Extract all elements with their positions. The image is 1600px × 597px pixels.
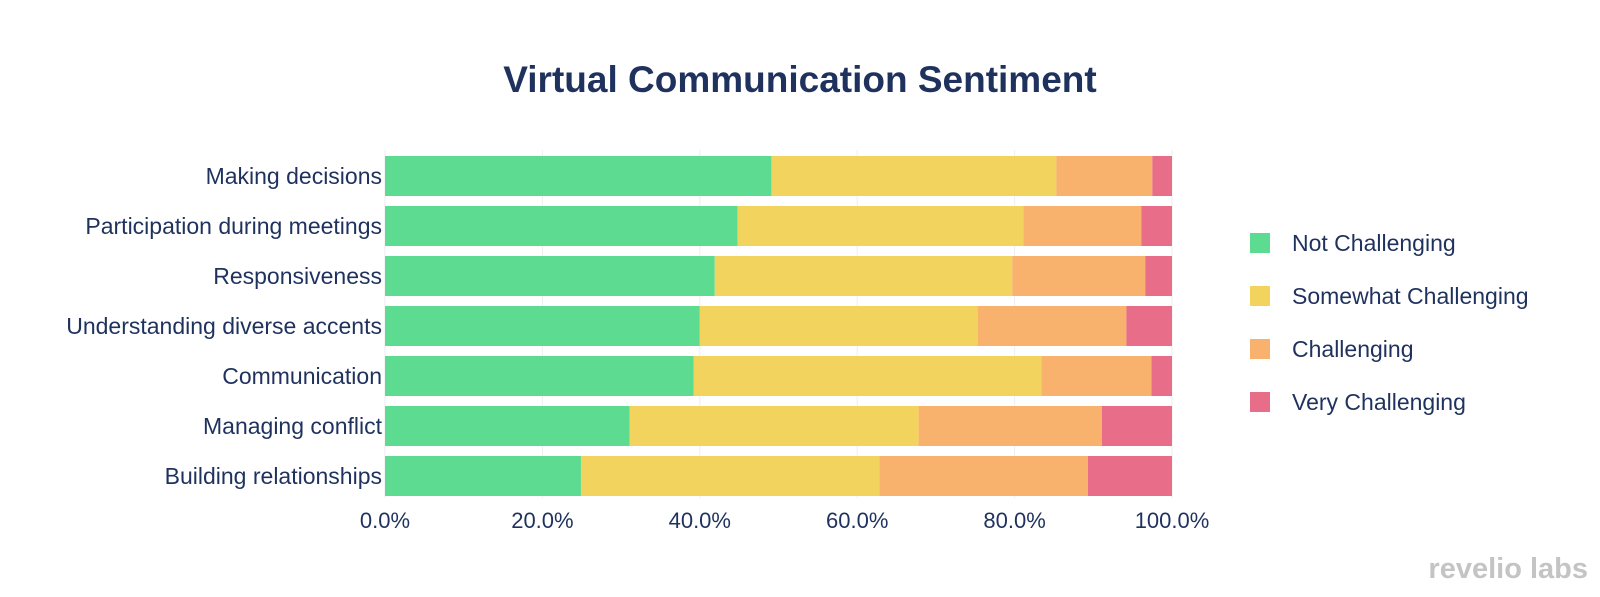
bar-segment: [629, 406, 919, 446]
bar-segment: [977, 306, 1127, 346]
category-labels: Making decisions Participation during mee…: [66, 163, 382, 489]
bar-segment: [1152, 156, 1172, 196]
category-label: Communication: [222, 363, 382, 389]
bar-segment: [737, 206, 1024, 246]
bars: [385, 156, 1172, 496]
bar-segment: [699, 306, 978, 346]
bar-segment: [580, 456, 880, 496]
legend-swatch: [1250, 233, 1270, 253]
legend-label: Very Challenging: [1292, 389, 1466, 415]
bar-segment: [385, 256, 715, 296]
bar-segment: [1145, 256, 1172, 296]
bar-segment: [1151, 356, 1172, 396]
x-tick-label: 0.0%: [360, 508, 410, 533]
bar-segment: [1087, 456, 1172, 496]
bar-segment: [385, 456, 581, 496]
legend-label: Challenging: [1292, 336, 1413, 362]
x-tick-label: 20.0%: [511, 508, 573, 533]
x-tick-label: 80.0%: [983, 508, 1045, 533]
bar-segment: [1101, 406, 1172, 446]
legend-swatch: [1250, 392, 1270, 412]
bar-segment: [385, 156, 772, 196]
bar-segment: [1141, 206, 1172, 246]
bar-segment: [1012, 256, 1146, 296]
category-label: Managing conflict: [203, 413, 383, 439]
bar-segment: [918, 406, 1102, 446]
legend-swatch: [1250, 339, 1270, 359]
bar-segment: [693, 356, 1042, 396]
watermark-logo: revelio labs: [1428, 553, 1588, 585]
bar-segment: [714, 256, 1013, 296]
category-label: Participation during meetings: [85, 213, 382, 239]
category-label: Understanding diverse accents: [66, 313, 382, 339]
x-axis-tick-labels: 0.0% 20.0% 40.0% 60.0% 80.0% 100.0%: [360, 508, 1209, 533]
x-tick-label: 40.0%: [669, 508, 731, 533]
legend-swatch: [1250, 286, 1270, 306]
category-label: Responsiveness: [213, 263, 382, 289]
legend-label: Not Challenging: [1292, 230, 1456, 256]
bar-segment: [385, 406, 630, 446]
x-tick-label: 100.0%: [1135, 508, 1210, 533]
bar-segment: [771, 156, 1057, 196]
bar-segment: [1056, 156, 1153, 196]
category-label: Making decisions: [206, 163, 382, 189]
bar-segment: [385, 356, 694, 396]
bar-segment: [1041, 356, 1152, 396]
x-tick-label: 60.0%: [826, 508, 888, 533]
bar-segment: [879, 456, 1088, 496]
bar-segment: [1126, 306, 1172, 346]
chart-title: Virtual Communication Sentiment: [503, 59, 1096, 100]
legend-label: Somewhat Challenging: [1292, 283, 1529, 309]
bar-segment: [385, 306, 700, 346]
bar-segment: [1023, 206, 1142, 246]
legend: Not Challenging Somewhat Challenging Chall…: [1250, 230, 1529, 415]
bar-segment: [385, 206, 738, 246]
category-label: Building relationships: [165, 463, 382, 489]
